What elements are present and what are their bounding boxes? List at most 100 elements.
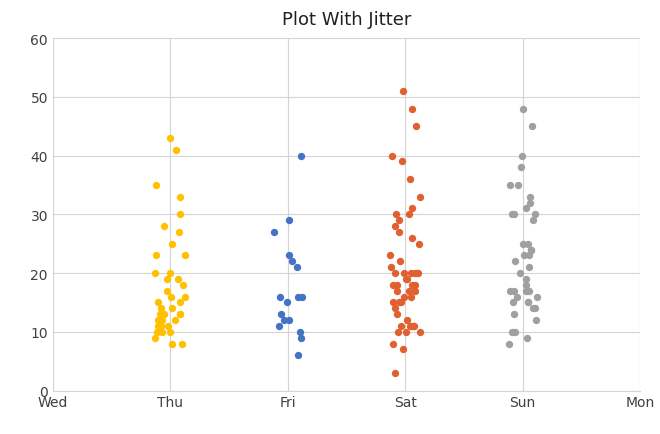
- Point: [150, 270, 160, 277]
- Point: [159, 223, 170, 230]
- Point: [389, 370, 400, 377]
- Point: [385, 252, 396, 259]
- Point: [414, 240, 424, 247]
- Point: [525, 200, 536, 207]
- Point: [415, 329, 426, 335]
- Point: [504, 182, 515, 189]
- Point: [296, 153, 306, 160]
- Point: [406, 293, 416, 300]
- Point: [523, 299, 533, 306]
- Point: [399, 270, 410, 277]
- Point: [408, 323, 418, 330]
- Point: [156, 323, 167, 330]
- Point: [521, 334, 532, 341]
- Point: [528, 217, 539, 224]
- Point: [293, 352, 304, 359]
- Point: [389, 223, 400, 230]
- Point: [177, 340, 187, 347]
- Point: [174, 211, 185, 218]
- Point: [387, 153, 398, 160]
- Point: [295, 329, 306, 335]
- Point: [173, 229, 183, 236]
- Point: [397, 158, 408, 165]
- Point: [157, 329, 168, 335]
- Point: [175, 194, 185, 201]
- Point: [166, 293, 176, 300]
- Point: [389, 270, 400, 277]
- Point: [407, 282, 417, 289]
- Point: [293, 293, 304, 300]
- Point: [398, 88, 409, 95]
- Point: [399, 293, 409, 300]
- Point: [411, 270, 422, 277]
- Point: [392, 282, 403, 289]
- Point: [386, 264, 397, 271]
- Point: [409, 323, 419, 330]
- Point: [167, 305, 178, 312]
- Point: [162, 323, 173, 330]
- Point: [410, 282, 420, 289]
- Point: [508, 211, 519, 218]
- Point: [281, 299, 292, 306]
- Point: [410, 287, 420, 294]
- Point: [530, 211, 541, 218]
- Point: [404, 211, 414, 218]
- Point: [531, 317, 542, 324]
- Point: [155, 311, 166, 318]
- Point: [388, 340, 399, 347]
- Point: [152, 323, 163, 330]
- Point: [394, 299, 405, 306]
- Point: [521, 287, 531, 294]
- Point: [522, 299, 533, 306]
- Point: [170, 317, 180, 324]
- Point: [275, 293, 286, 300]
- Point: [515, 164, 526, 171]
- Point: [284, 217, 294, 224]
- Point: [518, 240, 529, 247]
- Point: [273, 323, 284, 330]
- Point: [292, 264, 302, 271]
- Point: [519, 252, 530, 259]
- Point: [392, 311, 403, 318]
- Point: [391, 211, 401, 218]
- Point: [411, 123, 421, 130]
- Point: [397, 346, 408, 353]
- Point: [410, 270, 420, 277]
- Point: [403, 287, 414, 294]
- Point: [392, 287, 403, 294]
- Point: [527, 123, 537, 130]
- Point: [526, 247, 537, 253]
- Point: [170, 147, 181, 154]
- Point: [162, 287, 172, 294]
- Point: [393, 329, 403, 335]
- Point: [414, 194, 425, 201]
- Point: [521, 276, 531, 283]
- Point: [526, 247, 537, 253]
- Point: [407, 206, 417, 213]
- Point: [388, 299, 399, 306]
- Point: [394, 229, 405, 236]
- Point: [407, 106, 417, 113]
- Point: [412, 270, 423, 277]
- Point: [512, 182, 523, 189]
- Point: [523, 287, 534, 294]
- Point: [165, 270, 176, 277]
- Point: [166, 340, 177, 347]
- Point: [150, 182, 161, 189]
- Point: [393, 217, 404, 224]
- Point: [174, 299, 185, 306]
- Point: [156, 305, 167, 312]
- Point: [178, 282, 189, 289]
- Point: [395, 299, 406, 306]
- Point: [523, 264, 534, 271]
- Point: [152, 329, 162, 335]
- Point: [275, 311, 286, 318]
- Point: [175, 311, 185, 318]
- Point: [151, 252, 162, 259]
- Point: [510, 258, 520, 265]
- Point: [514, 270, 525, 277]
- Point: [532, 293, 543, 300]
- Point: [407, 323, 418, 330]
- Point: [180, 252, 191, 259]
- Point: [510, 329, 520, 335]
